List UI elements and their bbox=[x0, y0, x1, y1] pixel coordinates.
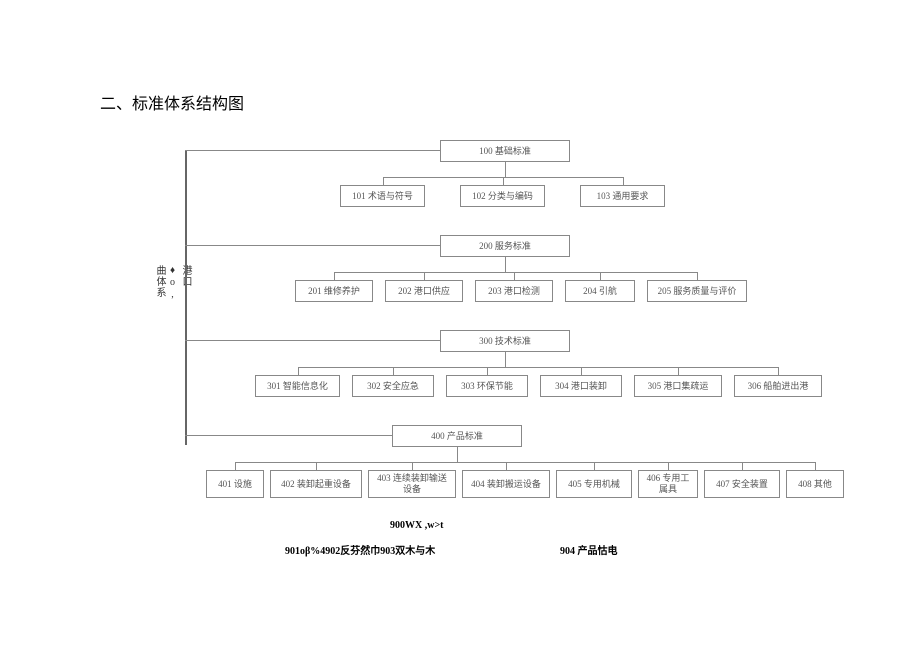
connector-line bbox=[506, 462, 507, 470]
child-node-2-4: 305 港口集疏运 bbox=[634, 375, 722, 397]
child-node-2-2: 303 环保节能 bbox=[446, 375, 528, 397]
connector-line bbox=[668, 462, 669, 470]
connector-line bbox=[185, 435, 392, 436]
parent-node-1: 200 服务标准 bbox=[440, 235, 570, 257]
connector-line bbox=[235, 462, 236, 470]
connector-line bbox=[514, 272, 515, 280]
child-node-1-2: 203 港口检测 bbox=[475, 280, 553, 302]
child-node-2-5: 306 船舶进出港 bbox=[734, 375, 822, 397]
child-node-3-4: 405 专用机械 bbox=[556, 470, 632, 498]
connector-line bbox=[185, 245, 440, 246]
connector-line bbox=[424, 272, 425, 280]
child-node-3-5: 406 专用工属具 bbox=[638, 470, 698, 498]
connector-line bbox=[185, 340, 440, 341]
connector-line bbox=[503, 177, 504, 185]
connector-line bbox=[185, 150, 187, 445]
child-node-1-4: 205 服务质量与评价 bbox=[647, 280, 747, 302]
connector-line bbox=[412, 462, 413, 470]
child-node-2-1: 302 安全应急 bbox=[352, 375, 434, 397]
parent-node-3: 400 产品标准 bbox=[392, 425, 522, 447]
footer-text-2a: 901oβ%4902反芬然巾903双木与木 bbox=[285, 542, 435, 557]
connector-line bbox=[334, 272, 697, 273]
connector-line bbox=[235, 462, 815, 463]
connector-line bbox=[505, 162, 506, 177]
connector-line bbox=[600, 272, 601, 280]
footer-text-1: 900WX ,w>t bbox=[390, 520, 443, 531]
child-node-3-6: 407 安全装置 bbox=[704, 470, 780, 498]
connector-line bbox=[623, 177, 624, 185]
child-node-2-0: 301 智能信息化 bbox=[255, 375, 340, 397]
child-node-3-7: 408 其他 bbox=[786, 470, 844, 498]
child-node-0-2: 103 通用要求 bbox=[580, 185, 665, 207]
connector-line bbox=[487, 367, 488, 375]
child-node-1-3: 204 引航 bbox=[565, 280, 635, 302]
connector-line bbox=[742, 462, 743, 470]
child-node-3-3: 404 装卸搬运设备 bbox=[462, 470, 550, 498]
connector-line bbox=[393, 367, 394, 375]
footer-text-2b: 904 产品怙电 bbox=[560, 542, 618, 557]
child-node-1-0: 201 维修养护 bbox=[295, 280, 373, 302]
child-node-2-3: 304 港口装卸 bbox=[540, 375, 622, 397]
connector-line bbox=[697, 272, 698, 280]
child-node-1-1: 202 港口供应 bbox=[385, 280, 463, 302]
parent-node-2: 300 技术标准 bbox=[440, 330, 570, 352]
parent-node-0: 100 基础标准 bbox=[440, 140, 570, 162]
connector-line bbox=[505, 257, 506, 272]
connector-line bbox=[678, 367, 679, 375]
connector-line bbox=[778, 367, 779, 375]
child-node-3-1: 402 装卸起重设备 bbox=[270, 470, 362, 498]
child-node-3-0: 401 设施 bbox=[206, 470, 264, 498]
connector-line bbox=[298, 367, 299, 375]
child-node-0-1: 102 分类与编码 bbox=[460, 185, 545, 207]
connector-line bbox=[185, 150, 440, 151]
child-node-0-0: 101 术语与符号 bbox=[340, 185, 425, 207]
child-node-3-2: 403 连续装卸输送设备 bbox=[368, 470, 456, 498]
vertical-axis-label: 港口♦o,曲体系 bbox=[152, 265, 193, 301]
connector-line bbox=[316, 462, 317, 470]
connector-line bbox=[383, 177, 384, 185]
connector-line bbox=[815, 462, 816, 470]
connector-line bbox=[457, 447, 458, 462]
connector-line bbox=[298, 367, 779, 368]
connector-line bbox=[594, 462, 595, 470]
page-title: 二、标准体系结构图 bbox=[100, 90, 244, 114]
connector-line bbox=[334, 272, 335, 280]
connector-line bbox=[581, 367, 582, 375]
connector-line bbox=[505, 352, 506, 367]
